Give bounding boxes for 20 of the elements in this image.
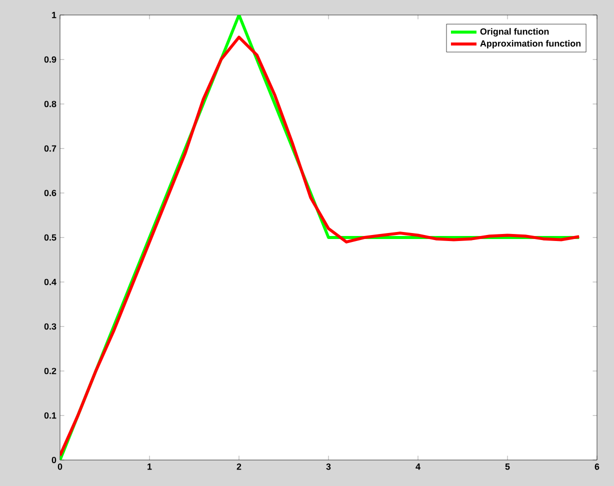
legend-label: Orignal function bbox=[480, 28, 549, 36]
y-tick-label: 0 bbox=[52, 456, 56, 464]
y-tick-label: 0.6 bbox=[44, 190, 56, 196]
legend-label: Approximation function bbox=[480, 40, 581, 48]
y-tick-label: 1 bbox=[52, 12, 56, 18]
x-tick-label: 0 bbox=[58, 464, 62, 470]
y-tick-label: 0.5 bbox=[44, 234, 56, 241]
x-tick-label: 3 bbox=[326, 464, 331, 470]
y-tick-label: 0.7 bbox=[44, 145, 56, 152]
y-tick-label: 0.9 bbox=[44, 56, 56, 63]
y-tick-label: 0.8 bbox=[44, 100, 56, 108]
x-tick-label: 5 bbox=[505, 464, 510, 470]
y-tick-label: 0.3 bbox=[44, 323, 56, 330]
y-tick-label: 0.4 bbox=[44, 278, 56, 286]
y-tick-label: 0.2 bbox=[44, 368, 56, 374]
x-tick-label: 1 bbox=[148, 464, 152, 470]
x-tick-label: 2 bbox=[236, 464, 242, 470]
x-tick-label: 6 bbox=[594, 464, 600, 470]
y-tick-label: 0.1 bbox=[44, 412, 56, 419]
x-tick-label: 4 bbox=[416, 464, 420, 470]
